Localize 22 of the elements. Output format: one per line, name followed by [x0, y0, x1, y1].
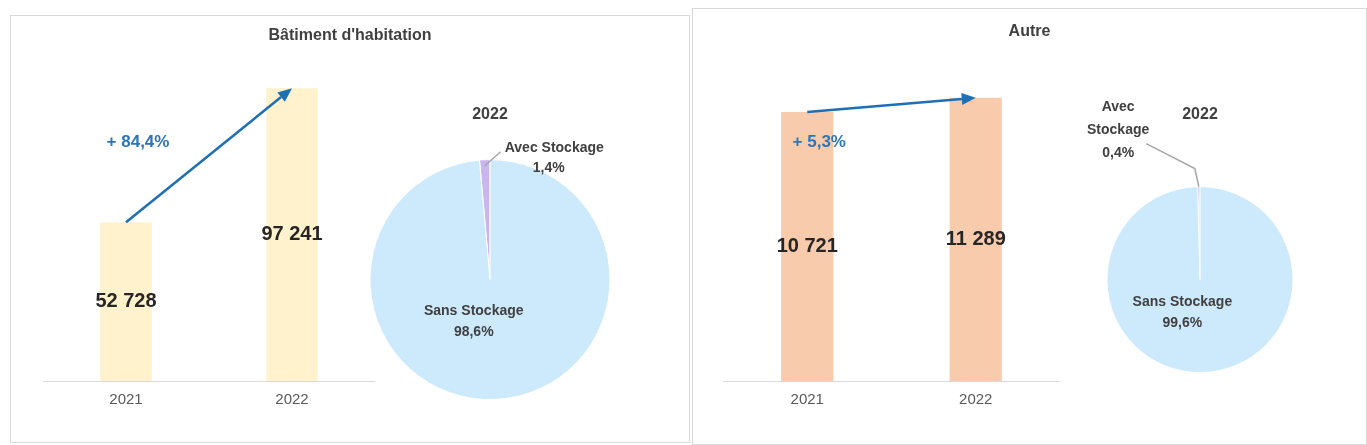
chart-title: Autre [1007, 22, 1052, 40]
data-label: 11 289 [945, 226, 1006, 249]
data-label: 0,4% [1102, 144, 1135, 161]
annotation: + 5,3% [792, 131, 846, 151]
x-tick-label: 2022 [959, 390, 993, 408]
chart-title: 2022 [1182, 105, 1218, 123]
data-label: 98,6% [453, 323, 495, 340]
data-label: 97 241 [261, 222, 323, 245]
slice-label: Avec Stockage [504, 138, 605, 155]
x-tick-label: 2021 [790, 390, 824, 408]
data-label: 1,4% [532, 158, 566, 175]
data-label: 99,6% [1162, 314, 1203, 331]
chart-title: Bâtiment d'habitation [267, 26, 433, 44]
data-label: 10 721 [776, 234, 838, 257]
x-tick-label: 2021 [109, 390, 143, 408]
slice-label: Avec Stockage [1087, 98, 1150, 138]
chart-title: 2022 [472, 105, 508, 123]
slice-label: Sans Stockage [1132, 293, 1233, 310]
x-tick-label: 2022 [275, 390, 309, 408]
annotation: + 84,4% [106, 131, 170, 151]
data-label: 52 728 [95, 289, 157, 312]
slice-label: Sans Stockage [423, 302, 524, 319]
